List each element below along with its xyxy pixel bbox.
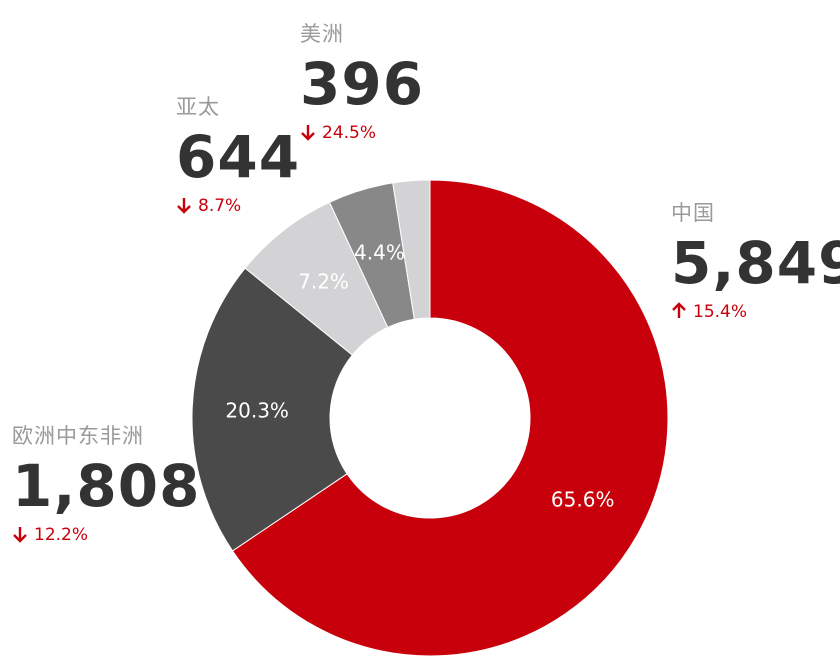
slice-percent-label-3: 4.4%	[354, 241, 405, 265]
change-text: 12.2%	[34, 525, 89, 545]
donut-slice-1	[191, 267, 354, 552]
region-change: 24.5%	[300, 123, 424, 142]
down-arrow-icon	[300, 123, 318, 142]
region-value: 1,808	[12, 452, 201, 520]
change-text: 8.7%	[198, 196, 242, 216]
slice-percent-label-2: 7.2%	[298, 270, 349, 294]
region-name: 美洲	[300, 22, 344, 46]
region-name: 亚太	[176, 95, 220, 119]
donut-slices	[191, 179, 669, 657]
callout-americas: 美洲 396 24.5%	[300, 24, 424, 142]
slice-percent-label-0: 65.6%	[551, 487, 615, 511]
callout-emea: 欧洲中东非洲 1,808 12.2%	[12, 426, 200, 544]
down-arrow-icon	[176, 196, 194, 215]
up-arrow-icon	[671, 302, 689, 321]
region-name: 中国	[671, 201, 715, 225]
region-name: 欧洲中东非洲	[12, 424, 144, 448]
donut-slice-extra	[392, 179, 431, 320]
region-change: 8.7%	[176, 196, 300, 215]
callout-apac: 亚太 644 8.7%	[176, 97, 300, 215]
region-value: 644	[176, 123, 301, 191]
slice-percent-label-1: 20.3%	[225, 398, 289, 422]
change-text: 15.4%	[693, 302, 748, 322]
region-value: 396	[300, 50, 425, 118]
down-arrow-icon	[12, 525, 30, 544]
donut-slice-labels: 65.6% 20.3% 7.2%4.4%	[225, 241, 614, 512]
region-change: 15.4%	[671, 302, 840, 321]
region-value: 5,849	[671, 229, 840, 297]
callout-china: 中国 5,849 15.4%	[671, 203, 840, 321]
change-text: 24.5%	[322, 123, 377, 143]
region-change: 12.2%	[12, 525, 200, 544]
donut-slice-0	[231, 179, 669, 657]
